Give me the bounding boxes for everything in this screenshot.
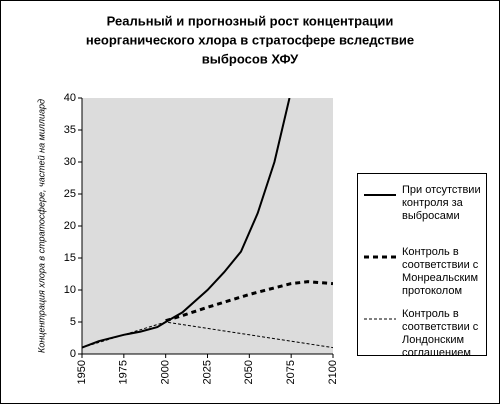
legend-item: При отсутствии контроля за выбросами [362, 184, 484, 240]
x-tick-label: 2000 [160, 360, 172, 384]
y-tick-label: 35 [64, 124, 76, 136]
legend-swatch [364, 318, 396, 320]
legend-swatch [364, 194, 396, 196]
legend-item: Контроль в соответствии с Лондонским сог… [362, 308, 484, 364]
legend-item: Контроль в соответствии с Монреальским п… [362, 246, 484, 302]
x-tick-label: 2025 [201, 360, 213, 384]
plot-area [82, 98, 333, 354]
legend-label: При отсутствии контроля за выбросами [402, 184, 481, 222]
legend: При отсутствии контроля за выбросами Конт… [357, 173, 487, 359]
y-tick-label: 0 [70, 348, 76, 360]
y-tick-label: 40 [64, 92, 76, 104]
chart-title: выбросов ХФУ [202, 51, 299, 66]
y-axis-title: Концентрация хлора в стратосфере, частей… [36, 99, 46, 353]
y-tick-label: 25 [64, 188, 76, 200]
y-tick-label: 15 [64, 252, 76, 264]
x-tick-label: 2075 [285, 360, 297, 384]
x-tick-label: 2100 [327, 360, 339, 384]
legend-label: Контроль в соответствии с Монреальским п… [402, 246, 479, 297]
chart-title: неорганического хлора в стратосфере всле… [86, 32, 414, 47]
chart-title: Реальный и прогнозный рост концентрации [107, 13, 394, 28]
y-tick-label: 10 [64, 284, 76, 296]
x-tick-label: 2050 [243, 360, 255, 384]
y-tick-label: 20 [64, 220, 76, 232]
legend-swatch [364, 255, 396, 259]
legend-label: Контроль в соответствии с Лондонским сог… [402, 308, 479, 359]
x-tick-label: 1975 [118, 360, 130, 384]
y-tick-label: 30 [64, 156, 76, 168]
y-tick-label: 5 [70, 316, 76, 328]
x-tick-label: 1950 [76, 360, 88, 384]
series-line [82, 98, 291, 349]
